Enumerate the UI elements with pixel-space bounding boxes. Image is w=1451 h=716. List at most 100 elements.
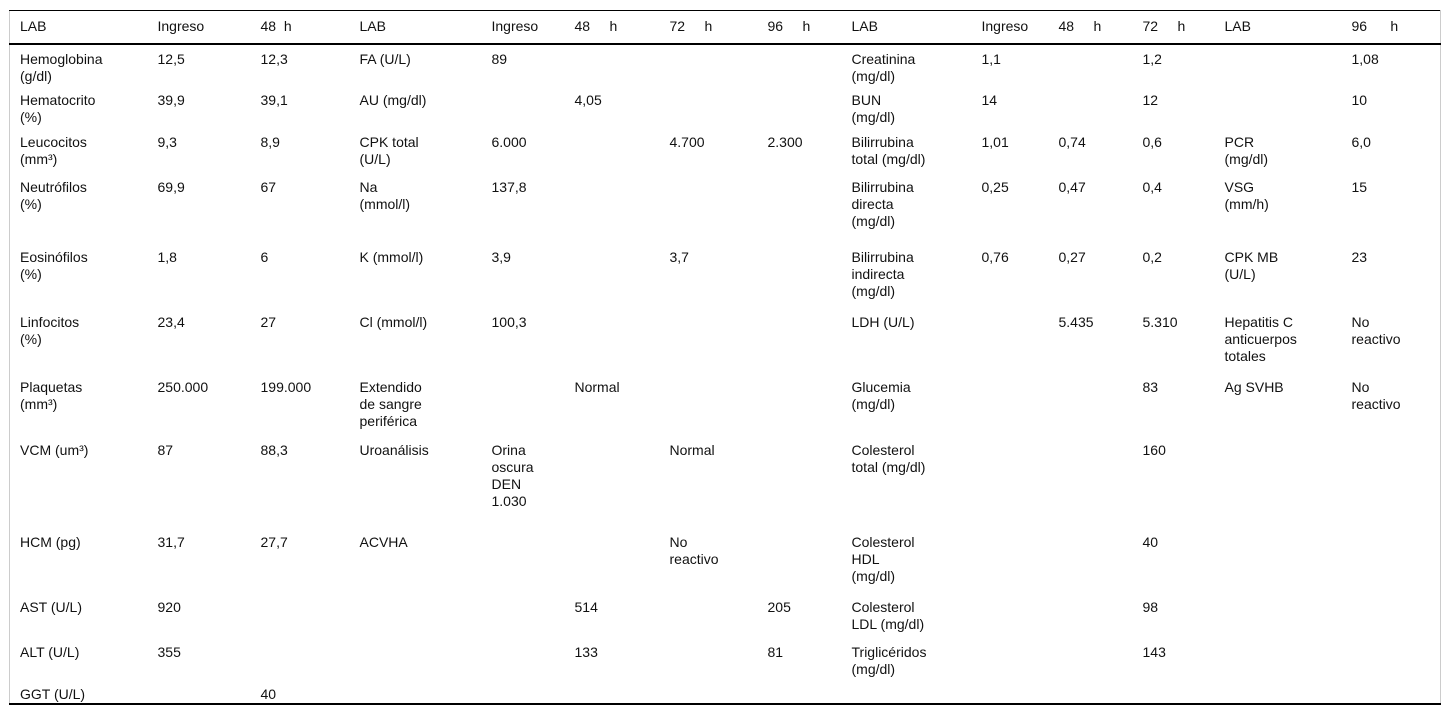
value-cell: 6.000: [491, 133, 527, 150]
value-cell: 0,4: [1142, 178, 1162, 195]
value-cell: [1049, 44, 1133, 86]
row-leucocitos: Leucocitos (mm³) 9,3 8,9 CPK total (U/L)…: [10, 128, 1441, 173]
lab-cell: AU (mg/dl): [359, 91, 427, 108]
value-cell: 0,2: [1142, 248, 1162, 265]
value-cell: 12,5: [157, 50, 185, 67]
value-cell: 40: [260, 685, 277, 702]
value-cell: 137,8: [491, 178, 527, 195]
row-linfocitos: Linfocitos (%) 23,4 27 Cl (mmol/l) 100,3…: [10, 308, 1441, 373]
value-cell: 2.300: [767, 133, 803, 150]
value-cell: 514: [574, 598, 598, 615]
header-96h-group2: 96 h: [757, 10, 842, 45]
value-cell: 199.000: [260, 378, 312, 395]
value-cell: [251, 638, 350, 680]
lab-cell: Bilirrubina directa (mg/dl): [851, 178, 914, 229]
header-lab-group4: LAB: [1214, 10, 1342, 45]
value-cell: 4.700: [669, 133, 705, 150]
lab-cell: [842, 680, 972, 704]
value-cell: 15: [1351, 178, 1368, 195]
value-cell: [1049, 593, 1133, 638]
value-cell: [972, 373, 1049, 436]
value-cell: [565, 128, 660, 173]
lab-cell: PCR (mg/dl): [1224, 133, 1269, 167]
header-lab-group2: LAB: [349, 10, 482, 45]
value-cell: [758, 86, 842, 128]
lab-cell: FA (U/L): [359, 50, 411, 67]
value-cell: 98: [1142, 598, 1159, 615]
lab-cell: [1215, 680, 1342, 704]
value-cell: [1049, 638, 1133, 680]
row-ast: AST (U/L) 920 514 205 Colesterol LDL (mg…: [10, 593, 1441, 638]
value-cell: 12,3: [260, 50, 288, 67]
lab-cell: [1215, 638, 1342, 680]
lab-results-table-container: LAB Ingreso 48 h LAB Ingreso 48 h 72 h 9…: [9, 10, 1441, 705]
value-cell: 3,7: [669, 248, 689, 265]
value-cell: 5.435: [1058, 313, 1094, 330]
lab-cell: LDH (U/L): [851, 313, 915, 330]
value-cell: 250.000: [157, 378, 209, 395]
value-cell: 0,76: [981, 248, 1009, 265]
lab-cell: HCM (pg): [20, 533, 81, 550]
value-cell: 81: [767, 643, 784, 660]
value-cell: 1,2: [1142, 50, 1162, 67]
value-cell: 0,27: [1058, 248, 1086, 265]
value-cell: [660, 373, 758, 436]
value-cell: [758, 373, 842, 436]
value-cell: [1133, 680, 1215, 704]
lab-cell: Bilirrubina total (mg/dl): [851, 133, 926, 167]
row-hematocrito: Hematocrito (%) 39,9 39,1 AU (mg/dl) 4,0…: [10, 86, 1441, 128]
lab-cell: Colesterol total (mg/dl): [851, 441, 926, 475]
lab-cell: [1215, 44, 1342, 86]
row-vcm: VCM (um³) 87 88,3 Uroanálisis Orina oscu…: [10, 436, 1441, 528]
value-cell: 27: [260, 313, 277, 330]
value-cell: 1,1: [981, 50, 1001, 67]
row-neutrofilos: Neutrófilos (%) 69,9 67 Na (mmol/l) 137,…: [10, 173, 1441, 243]
lab-cell: Eosinófilos (%): [20, 248, 88, 282]
value-cell: [1049, 86, 1133, 128]
lab-cell: [1215, 86, 1342, 128]
lab-cell: Bilirrubina indirecta (mg/dl): [851, 248, 914, 299]
value-cell: 10: [1351, 91, 1368, 108]
value-cell: 205: [767, 598, 791, 615]
lab-cell: Triglicéridos (mg/dl): [851, 643, 927, 677]
lab-cell: Neutrófilos (%): [20, 178, 87, 212]
value-cell: 87: [157, 441, 174, 458]
value-cell: 4,05: [574, 91, 602, 108]
lab-cell: CPK MB (U/L): [1224, 248, 1279, 282]
lab-cell: VCM (um³): [20, 441, 89, 458]
value-cell: [482, 528, 565, 593]
header-72h-group2: 72 h: [659, 10, 758, 45]
value-cell: 40: [1142, 533, 1159, 550]
value-cell: 1,08: [1351, 50, 1379, 67]
value-cell: 6,0: [1351, 133, 1371, 150]
lab-cell: ALT (U/L): [20, 643, 80, 660]
value-cell: [1342, 638, 1441, 680]
value-cell: 8,9: [260, 133, 280, 150]
value-cell: 0,47: [1058, 178, 1086, 195]
lab-cell: [350, 680, 482, 704]
table-header-row: LAB Ingreso 48 h LAB Ingreso 48 h 72 h 9…: [9, 10, 1441, 45]
value-cell: 67: [260, 178, 277, 195]
value-cell: No reactivo: [669, 533, 719, 567]
value-cell: [758, 680, 842, 704]
value-cell: 133: [574, 643, 598, 660]
value-cell: [148, 680, 251, 704]
value-cell: [565, 680, 660, 704]
lab-cell: K (mmol/l): [359, 248, 424, 265]
lab-cell: Glucemia (mg/dl): [851, 378, 911, 412]
value-cell: 23: [1351, 248, 1368, 265]
value-cell: 0,74: [1058, 133, 1086, 150]
lab-cell: Na (mmol/l): [359, 178, 411, 212]
value-cell: 0,6: [1142, 133, 1162, 150]
value-cell: 89: [491, 50, 508, 67]
value-cell: [565, 44, 660, 86]
value-cell: [482, 680, 565, 704]
value-cell: [972, 680, 1049, 704]
lab-cell: AST (U/L): [20, 598, 82, 615]
value-cell: [1049, 373, 1133, 436]
lab-cell: Colesterol HDL (mg/dl): [851, 533, 915, 584]
header-ingreso-group2: Ingreso: [481, 10, 565, 45]
row-alt: ALT (U/L) 355 133 81 Triglicéridos (mg/d…: [10, 638, 1441, 680]
row-hcm: HCM (pg) 31,7 27,7 ACVHA No reactivo Col…: [10, 528, 1441, 593]
lab-cell: Extendido de sangre periférica: [359, 378, 422, 429]
